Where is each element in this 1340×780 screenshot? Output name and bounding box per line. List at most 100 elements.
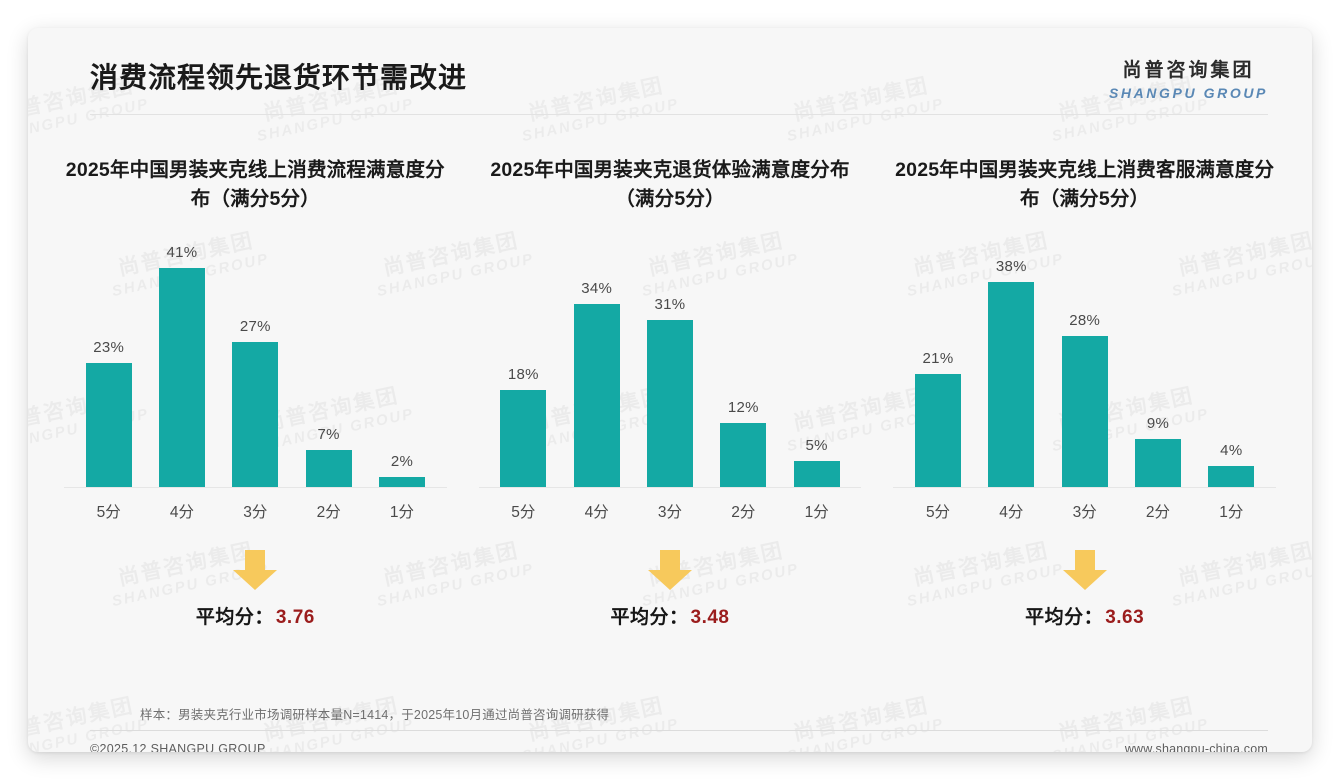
plot-area-3: 21% 38% 28% 9%	[901, 244, 1268, 488]
x-tick-label: 5分	[96, 504, 121, 521]
footer-divider	[90, 730, 1268, 731]
average-score-text: 平均分： 3.48	[479, 602, 862, 629]
bar-slot: 34%	[560, 244, 633, 488]
bar-value-label: 9%	[1146, 415, 1170, 433]
bar-value-label: 21%	[922, 350, 954, 368]
bar[interactable]	[1134, 439, 1181, 488]
bar-value-label: 38%	[995, 257, 1027, 275]
bar[interactable]	[915, 374, 961, 488]
copyright-text: ©2025.12 SHANGPU GROUP	[90, 742, 266, 752]
bar[interactable]	[793, 460, 840, 488]
chart-title-3: 2025年中国男装夹克线上消费客服满意度分布（满分5分）	[895, 159, 1275, 211]
average-value: 3.63	[1105, 607, 1145, 628]
x-axis-line	[478, 487, 862, 488]
bar-chart-1: 23% 41% 27% 7%	[64, 244, 447, 534]
bar[interactable]	[573, 303, 620, 488]
x-axis-line	[893, 487, 1277, 488]
plot-area-2: 18% 34% 31% 12%	[487, 244, 854, 488]
x-tick-label: 2分	[731, 504, 756, 521]
x-tick-label: 3分	[1072, 504, 1097, 521]
average-value: 3.48	[690, 607, 730, 628]
bar[interactable]	[720, 422, 767, 488]
down-arrow-icon	[648, 550, 692, 590]
bar-value-label: 23%	[93, 339, 125, 357]
charts-container: 2025年中国男装夹克线上消费流程满意度分布（满分5分） 23% 41% 27%	[48, 156, 1292, 676]
bar[interactable]	[232, 341, 279, 488]
chart-title-1: 2025年中国男装夹克线上消费流程满意度分布（满分5分）	[65, 159, 445, 211]
header-divider	[90, 114, 1268, 115]
page-title: 消费流程领先退货环节需改进	[90, 62, 468, 93]
bar-slot: 2%	[365, 244, 438, 488]
bar-slot: 5%	[780, 244, 853, 488]
bar-value-label: 7%	[317, 426, 340, 444]
slide-footer: ©2025.12 SHANGPU GROUP www.shangpu-china…	[90, 738, 1268, 752]
average-label: 平均分：	[1025, 607, 1104, 628]
chart-title-2: 2025年中国男装夹克退货体验满意度分布（满分5分）	[490, 159, 850, 211]
bar-value-label: 41%	[166, 244, 198, 261]
bar[interactable]	[988, 281, 1035, 488]
x-tick-label: 1分	[389, 504, 415, 521]
chart-panel-2: 2025年中国男装夹克退货体验满意度分布（满分5分） 18% 34% 31%	[463, 156, 878, 676]
bar-slot: 9%	[1121, 244, 1194, 488]
bar[interactable]	[158, 268, 205, 488]
average-score-text: 平均分： 3.76	[64, 602, 447, 629]
bar-slot: 21%	[901, 244, 974, 488]
chart-panel-1: 2025年中国男装夹克线上消费流程满意度分布（满分5分） 23% 41% 27%	[48, 156, 463, 676]
bar-slot: 18%	[487, 244, 560, 488]
x-tick-label: 3分	[243, 504, 268, 521]
bar-value-label: 34%	[581, 279, 613, 297]
bar-value-label: 12%	[727, 398, 759, 416]
website-url[interactable]: www.shangpu-china.com	[1124, 742, 1268, 752]
bar[interactable]	[1061, 336, 1108, 488]
x-axis-labels-1: 5分 4分 3分 2分 1分	[72, 496, 439, 526]
bar-value-label: 4%	[1220, 442, 1243, 460]
bar[interactable]	[85, 363, 132, 488]
x-tick-label: 5分	[925, 504, 951, 521]
average-value: 3.76	[275, 607, 315, 628]
bar-value-label: 18%	[507, 366, 539, 384]
bar-value-label: 28%	[1069, 312, 1101, 330]
bar-value-label: 5%	[805, 436, 828, 454]
bar-value-label: 31%	[654, 295, 686, 313]
x-tick-label: 2分	[1145, 504, 1171, 521]
x-tick-label: 4分	[999, 504, 1024, 521]
x-axis-labels-3: 5分 4分 3分 2分 1分	[901, 496, 1268, 526]
bar[interactable]	[500, 390, 547, 488]
average-label: 平均分：	[195, 607, 274, 628]
chart-panel-3: 2025年中国男装夹克线上消费客服满意度分布（满分5分） 21% 38% 28%	[877, 156, 1292, 676]
bar[interactable]	[1208, 466, 1255, 488]
down-arrow-icon	[233, 550, 278, 590]
down-arrow-icon	[1062, 550, 1107, 590]
bar-slot: 38%	[975, 244, 1048, 488]
slide-header: 消费流程领先退货环节需改进 尚普咨询集团 SHANGPU GROUP	[28, 28, 1312, 116]
average-label: 平均分：	[610, 607, 689, 628]
bar-slot: 27%	[219, 244, 292, 488]
average-score-text: 平均分： 3.63	[893, 602, 1276, 629]
average-annotation-2: 平均分： 3.48	[479, 550, 862, 654]
bar[interactable]	[646, 319, 693, 488]
x-axis-line	[64, 487, 447, 488]
bar[interactable]	[305, 450, 352, 488]
bar-slot: 12%	[707, 244, 780, 488]
x-tick-label: 4分	[584, 504, 609, 521]
bar-value-label: 2%	[390, 453, 414, 471]
bar-chart-3: 21% 38% 28% 9%	[893, 244, 1277, 534]
logo-english-text: SHANGPU GROUP	[1108, 84, 1268, 101]
bar-slot: 41%	[145, 244, 218, 488]
bar[interactable]	[378, 477, 425, 488]
bar-slot: 28%	[1048, 244, 1121, 488]
bar-chart-2: 18% 34% 31% 12%	[478, 244, 862, 534]
x-tick-label: 1分	[804, 504, 829, 521]
logo-chinese-text: 尚普咨询集团	[1122, 60, 1255, 81]
bar-slot: 31%	[633, 244, 706, 488]
bar-slot: 23%	[72, 244, 145, 488]
average-annotation-3: 平均分： 3.63	[893, 550, 1276, 654]
sample-footnote: 样本：男装夹克行业市场调研样本量N=1414，于2025年10月通过尚普咨询调研…	[140, 708, 610, 722]
bar-slot: 7%	[292, 244, 365, 488]
x-tick-label: 1分	[1219, 504, 1244, 521]
x-axis-labels-2: 5分 4分 3分 2分 1分	[487, 496, 854, 526]
brand-logo: 尚普咨询集团 SHANGPU GROUP	[1109, 60, 1268, 102]
x-tick-label: 2分	[316, 504, 341, 521]
plot-area-1: 23% 41% 27% 7%	[72, 244, 439, 488]
x-tick-label: 5分	[511, 504, 536, 521]
